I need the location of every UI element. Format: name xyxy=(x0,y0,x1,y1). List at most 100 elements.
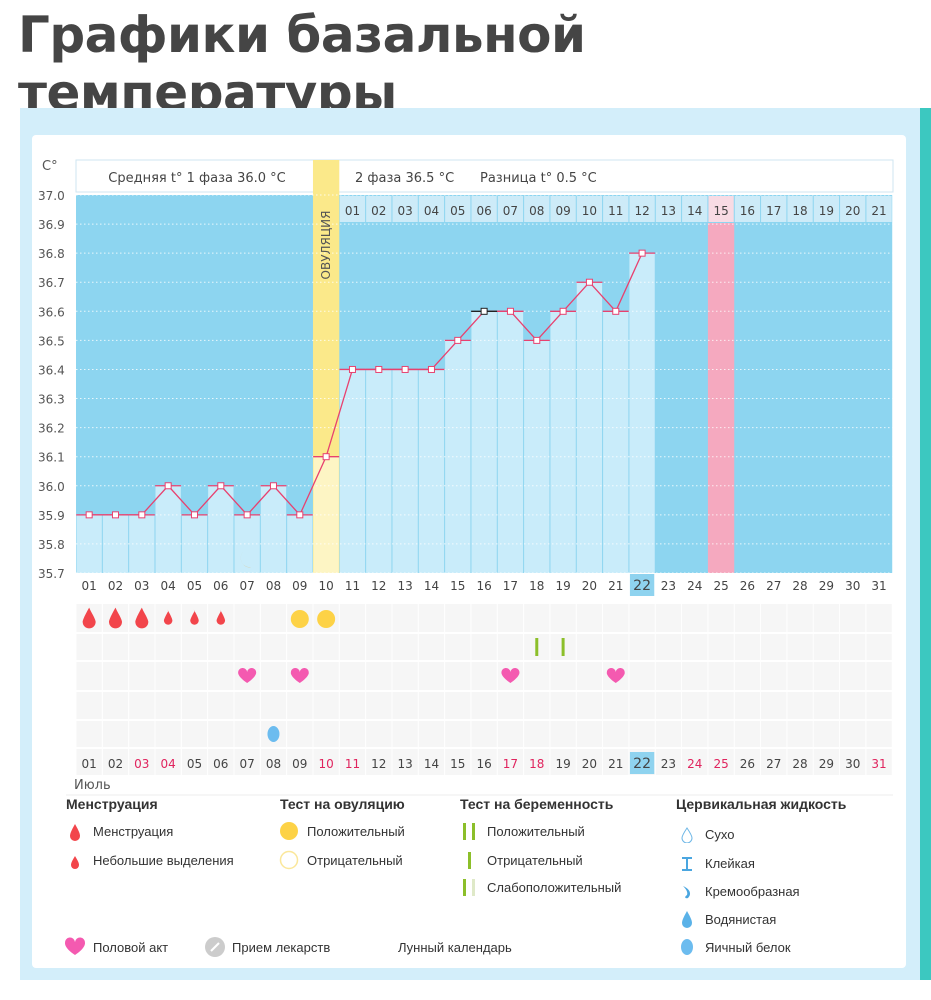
day-label: 31 xyxy=(871,757,886,771)
temperature-bar xyxy=(550,311,576,573)
heart-icon xyxy=(238,667,257,683)
cycle-day-cell xyxy=(418,196,445,222)
y-unit: C° xyxy=(42,159,58,174)
day-label: 08 xyxy=(266,757,281,771)
temperature-difference: Разница t° 0.5 °C xyxy=(480,171,597,186)
day-label: 21 xyxy=(608,757,623,771)
legend-ovulation-positive: Положительный xyxy=(307,824,405,839)
cycle-day-cell xyxy=(550,196,576,222)
drop-icon xyxy=(70,824,80,841)
day-label: 02 xyxy=(108,579,123,593)
day-label: 11 xyxy=(345,757,360,771)
cycle-day-cell xyxy=(471,196,497,222)
temperature-point xyxy=(164,482,172,490)
cycle-day-cell xyxy=(708,196,734,222)
cycle-day-cell xyxy=(761,196,787,222)
one-line-icon xyxy=(468,852,471,869)
cycle-day-label: 15 xyxy=(713,204,728,218)
cycle-day-label: 21 xyxy=(871,204,886,218)
cycle-day-cell xyxy=(734,196,761,222)
day-label: 16 xyxy=(476,579,491,593)
day-label: 01 xyxy=(82,579,97,593)
menstruation-drop-icon xyxy=(108,607,122,629)
legend-light-bleeding: Небольшие выделения xyxy=(93,853,234,868)
temperature-point xyxy=(585,278,593,286)
day-label: 20 xyxy=(582,579,597,593)
temperature-bar xyxy=(418,369,445,573)
day-label: 16 xyxy=(476,757,491,771)
day-label: 05 xyxy=(187,757,202,771)
small-drop-icon xyxy=(71,856,79,869)
menstruation-drop-icon xyxy=(82,607,96,629)
temperature-point xyxy=(427,365,435,373)
legend-menstruation-title: Менструация xyxy=(66,796,158,812)
phase2-average: 2 фаза 36.5 °C xyxy=(355,171,454,186)
day-label: 22 xyxy=(633,756,651,772)
y-tick-label: 35.7 xyxy=(38,567,65,581)
day-label: 10 xyxy=(318,757,333,771)
day-label: 09 xyxy=(292,757,307,771)
day-label: 01 xyxy=(82,757,97,771)
y-tick-label: 36.4 xyxy=(38,363,65,377)
legend-ovulation-negative: Отрицательный xyxy=(307,853,403,868)
temperature-point xyxy=(243,511,251,519)
pill-icon xyxy=(205,937,225,957)
legend-pregnancy-negative: Отрицательный xyxy=(487,853,583,868)
cycle-day-cell xyxy=(445,196,471,222)
cycle-day-label: 09 xyxy=(555,204,570,218)
day-label: 29 xyxy=(819,579,834,593)
temperature-point xyxy=(401,365,409,373)
cycle-day-cell xyxy=(813,196,840,222)
day-label: 13 xyxy=(397,579,412,593)
temperature-point xyxy=(454,336,462,344)
cycle-day-label: 08 xyxy=(529,204,544,218)
menstruation-drop-icon xyxy=(135,607,149,629)
cycle-day-cell xyxy=(497,196,524,222)
y-tick-label: 36.9 xyxy=(38,218,65,232)
y-tick-label: 35.9 xyxy=(38,509,65,523)
temperature-bar xyxy=(366,369,392,573)
day-label: 11 xyxy=(345,579,360,593)
y-tick-label: 36.1 xyxy=(38,451,65,465)
day-label: 31 xyxy=(871,579,886,593)
y-tick-label: 36.2 xyxy=(38,422,65,436)
cycle-day-cell xyxy=(840,196,866,222)
cycle-day-cell xyxy=(682,196,708,222)
moon-icon xyxy=(374,937,390,955)
cycle-day-cell xyxy=(524,196,550,222)
temperature-bar xyxy=(339,369,366,573)
page-title: Графики базальной температуры xyxy=(18,6,586,122)
pink-day-column xyxy=(707,223,735,573)
two-lines-icon xyxy=(463,823,475,840)
day-label: 15 xyxy=(450,757,465,771)
cycle-day-cell xyxy=(339,196,366,222)
temperature-point xyxy=(638,249,646,257)
cycle-day-cell xyxy=(392,196,418,222)
day-label: 10 xyxy=(318,579,333,593)
temperature-point xyxy=(480,307,488,315)
cycle-day-label: 19 xyxy=(819,204,834,218)
events-grid xyxy=(76,603,893,775)
temperature-bar xyxy=(260,485,287,573)
month-label: Июль xyxy=(74,778,111,793)
day-label: 17 xyxy=(503,757,518,771)
temperature-bar xyxy=(392,369,418,573)
negative-circle-icon xyxy=(279,850,299,870)
temperature-point xyxy=(138,511,146,519)
day-label: 26 xyxy=(740,757,755,771)
day-label: 03 xyxy=(134,757,149,771)
day-label: 18 xyxy=(529,757,544,771)
day-label: 26 xyxy=(740,579,755,593)
temperature-point xyxy=(559,307,567,315)
temperature-point xyxy=(375,365,383,373)
day-label: 12 xyxy=(371,757,386,771)
y-tick-label: 37.0 xyxy=(38,189,65,203)
light-bleeding-drop-icon xyxy=(216,609,226,625)
day-label: 03 xyxy=(134,579,149,593)
temperature-line xyxy=(89,252,643,517)
day-label: 18 xyxy=(529,579,544,593)
legend-pregnancy-faint: Слабоположительный xyxy=(487,880,622,895)
side-stripe xyxy=(920,108,931,980)
legend-ovulation-title: Тест на овуляцию xyxy=(280,796,405,812)
